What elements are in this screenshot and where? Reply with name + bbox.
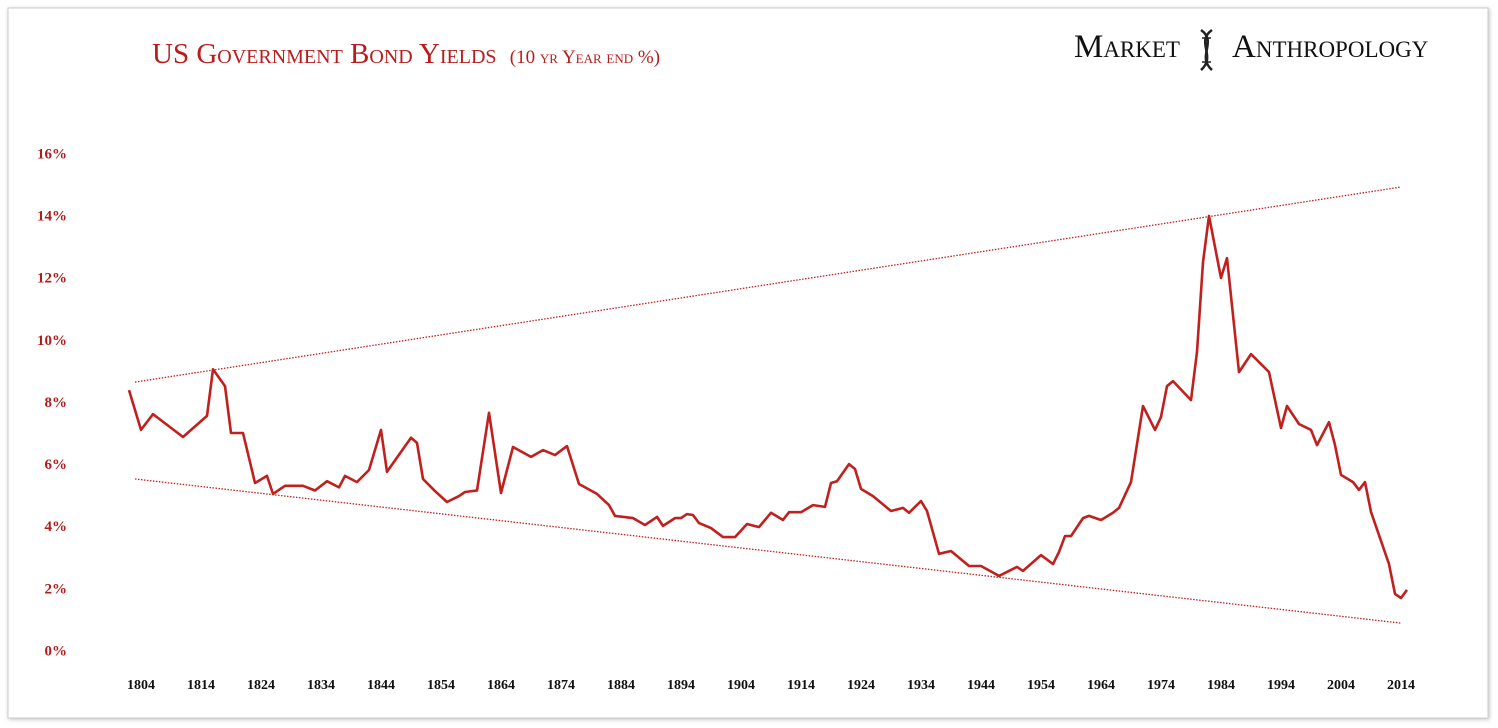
x-tick-label: 2004 bbox=[1327, 678, 1355, 693]
x-tick-label: 1814 bbox=[187, 678, 215, 693]
x-tick-label: 1854 bbox=[427, 678, 455, 693]
x-tick-label: 1884 bbox=[607, 678, 635, 693]
x-tick-label: 1804 bbox=[127, 678, 155, 693]
x-tick-label: 1944 bbox=[967, 678, 995, 693]
x-tick-label: 1874 bbox=[547, 678, 575, 693]
y-tick-label: 6% bbox=[45, 457, 68, 473]
logo-word: Anthropology bbox=[1232, 29, 1429, 65]
y-tick-label: 4% bbox=[45, 519, 68, 535]
x-tick-label: 1894 bbox=[667, 678, 695, 693]
title: US Government Bond Yields bbox=[152, 38, 497, 70]
frame bbox=[7, 7, 1489, 719]
y-tick-label: 14% bbox=[37, 209, 67, 225]
x-tick-label: 1834 bbox=[307, 678, 335, 693]
trend-line bbox=[134, 186, 1402, 383]
data-line bbox=[127, 214, 1409, 600]
y-tick-label: 2% bbox=[45, 581, 68, 597]
logo-icon bbox=[1200, 28, 1213, 71]
x-tick-label: 2014 bbox=[1387, 678, 1415, 693]
x-tick-label: 1904 bbox=[727, 678, 755, 693]
x-tick-label: 1974 bbox=[1147, 678, 1175, 693]
y-tick-label: 10% bbox=[37, 333, 67, 349]
logo: Market Anthropology bbox=[1074, 28, 1429, 71]
x-tick-label: 1864 bbox=[487, 678, 515, 693]
trend-line bbox=[134, 478, 1402, 624]
x-tick-label: 1954 bbox=[1027, 678, 1055, 693]
x-tick-label: 1844 bbox=[367, 678, 395, 693]
subtitle: (10 yr Year end %) bbox=[510, 47, 660, 68]
chart-title: US Government Bond Yields (10 yr Year en… bbox=[152, 38, 660, 70]
x-tick-label: 1934 bbox=[907, 678, 935, 693]
logo-word: Market bbox=[1074, 29, 1180, 65]
x-tick-label: 1914 bbox=[787, 678, 815, 693]
y-tick-label: 0% bbox=[45, 643, 68, 659]
y-tick-label: 8% bbox=[45, 395, 68, 411]
x-tick-label: 1824 bbox=[247, 678, 275, 693]
y-tick-label: 16% bbox=[37, 146, 67, 162]
x-tick-label: 1984 bbox=[1207, 678, 1235, 693]
x-tick-label: 1964 bbox=[1087, 678, 1115, 693]
x-tick-label: 1924 bbox=[847, 678, 875, 693]
y-tick-label: 12% bbox=[37, 271, 67, 287]
x-tick-label: 1994 bbox=[1267, 678, 1295, 693]
